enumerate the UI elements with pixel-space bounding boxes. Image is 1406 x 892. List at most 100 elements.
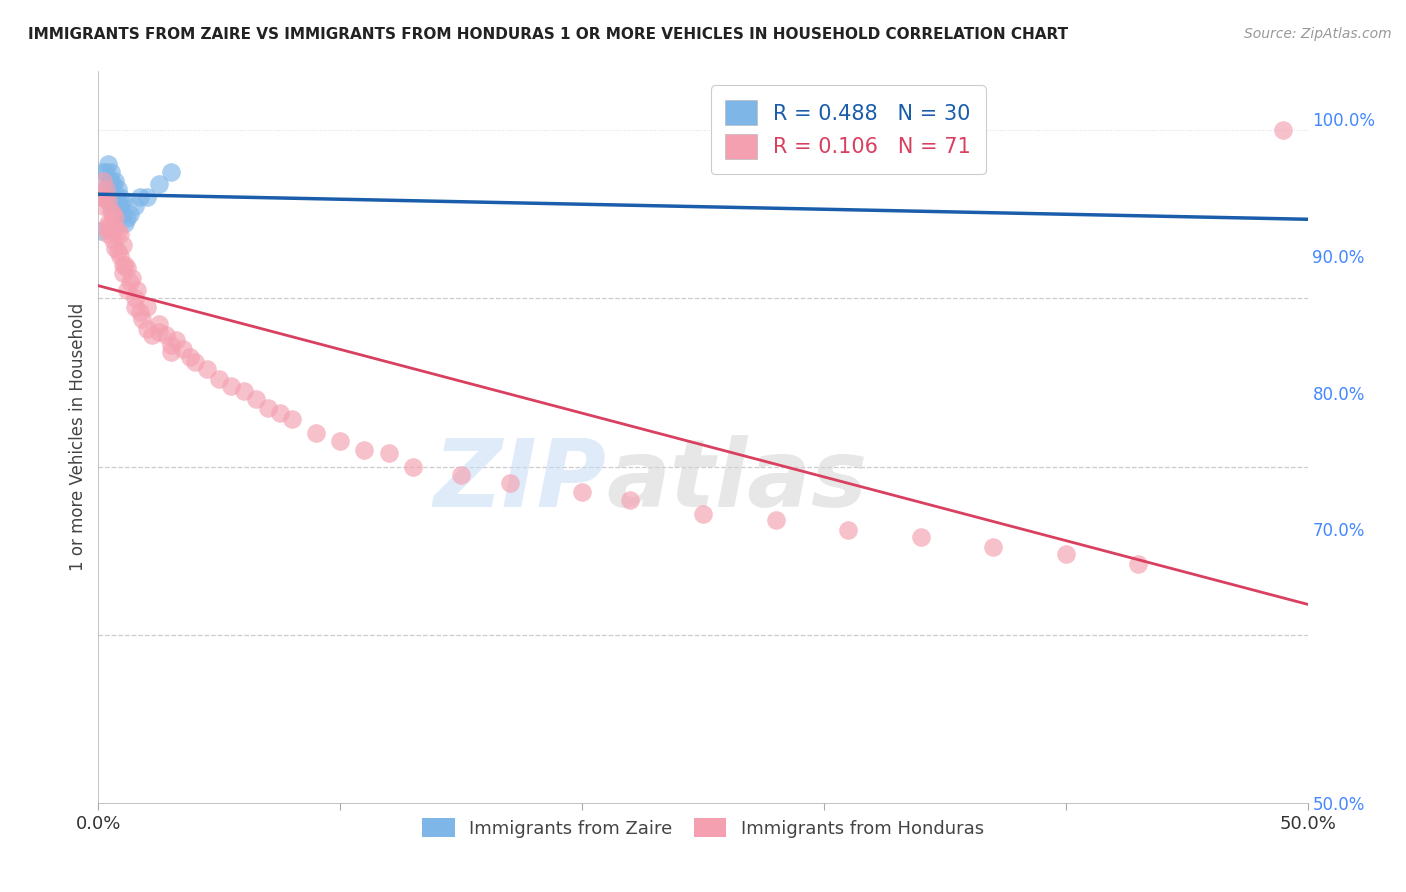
Point — [94, 182, 117, 196]
Point — [111, 207, 134, 221]
Point — [111, 258, 134, 272]
Point — [128, 305, 150, 319]
Point — [91, 190, 114, 204]
Point — [117, 211, 139, 225]
Point — [91, 165, 114, 179]
Point — [108, 199, 131, 213]
Point — [97, 177, 120, 191]
Point — [100, 224, 122, 238]
Point — [329, 434, 352, 449]
Point — [127, 283, 149, 297]
Point — [910, 530, 932, 544]
Point — [118, 275, 141, 289]
Point — [104, 211, 127, 225]
Point — [107, 224, 129, 238]
Point — [353, 442, 375, 457]
Point — [100, 203, 122, 218]
Point — [195, 362, 218, 376]
Point — [179, 350, 201, 364]
Point — [124, 300, 146, 314]
Point — [135, 321, 157, 335]
Point — [377, 446, 399, 460]
Point — [148, 177, 170, 191]
Point — [160, 165, 183, 179]
Point — [111, 237, 134, 252]
Point — [97, 194, 120, 208]
Point — [148, 325, 170, 339]
Y-axis label: 1 or more Vehicles in Household: 1 or more Vehicles in Household — [69, 303, 87, 571]
Point — [104, 187, 127, 202]
Point — [108, 190, 131, 204]
Point — [765, 513, 787, 527]
Point — [131, 311, 153, 326]
Point — [165, 334, 187, 348]
Point — [619, 493, 641, 508]
Point — [160, 345, 183, 359]
Point — [97, 157, 120, 171]
Point — [269, 406, 291, 420]
Text: IMMIGRANTS FROM ZAIRE VS IMMIGRANTS FROM HONDURAS 1 OR MORE VEHICLES IN HOUSEHOL: IMMIGRANTS FROM ZAIRE VS IMMIGRANTS FROM… — [28, 27, 1069, 42]
Point — [692, 507, 714, 521]
Point — [172, 342, 194, 356]
Point — [232, 384, 254, 398]
Point — [101, 207, 124, 221]
Point — [90, 224, 112, 238]
Point — [148, 317, 170, 331]
Point — [402, 459, 425, 474]
Point — [571, 484, 593, 499]
Text: ZIP: ZIP — [433, 435, 606, 527]
Point — [104, 220, 127, 235]
Point — [256, 401, 278, 415]
Point — [101, 177, 124, 191]
Point — [97, 227, 120, 242]
Point — [160, 338, 183, 352]
Point — [135, 190, 157, 204]
Point — [135, 300, 157, 314]
Point — [94, 182, 117, 196]
Point — [100, 174, 122, 188]
Point — [221, 379, 243, 393]
Point — [281, 412, 304, 426]
Point — [498, 476, 520, 491]
Point — [981, 540, 1004, 554]
Point — [124, 291, 146, 305]
Point — [124, 199, 146, 213]
Point — [111, 266, 134, 280]
Point — [1128, 557, 1150, 571]
Point — [104, 174, 127, 188]
Point — [837, 524, 859, 538]
Point — [121, 271, 143, 285]
Point — [91, 199, 114, 213]
Point — [104, 241, 127, 255]
Point — [114, 258, 136, 272]
Point — [100, 199, 122, 213]
Point — [107, 194, 129, 208]
Point — [117, 261, 139, 276]
Point — [97, 187, 120, 202]
Point — [117, 283, 139, 297]
Point — [101, 190, 124, 204]
Point — [111, 194, 134, 208]
Point — [114, 216, 136, 230]
Point — [305, 425, 328, 440]
Point — [118, 207, 141, 221]
Point — [1272, 123, 1295, 137]
Point — [94, 220, 117, 235]
Point — [97, 216, 120, 230]
Point — [108, 227, 131, 242]
Point — [208, 372, 231, 386]
Point — [91, 174, 114, 188]
Point — [1054, 547, 1077, 561]
Text: atlas: atlas — [606, 435, 868, 527]
Point — [94, 165, 117, 179]
Point — [101, 233, 124, 247]
Point — [108, 249, 131, 263]
Point — [155, 328, 177, 343]
Point — [100, 216, 122, 230]
Legend: Immigrants from Zaire, Immigrants from Honduras: Immigrants from Zaire, Immigrants from H… — [415, 811, 991, 845]
Point — [101, 194, 124, 208]
Text: Source: ZipAtlas.com: Source: ZipAtlas.com — [1244, 27, 1392, 41]
Point — [450, 467, 472, 482]
Point — [94, 190, 117, 204]
Point — [141, 328, 163, 343]
